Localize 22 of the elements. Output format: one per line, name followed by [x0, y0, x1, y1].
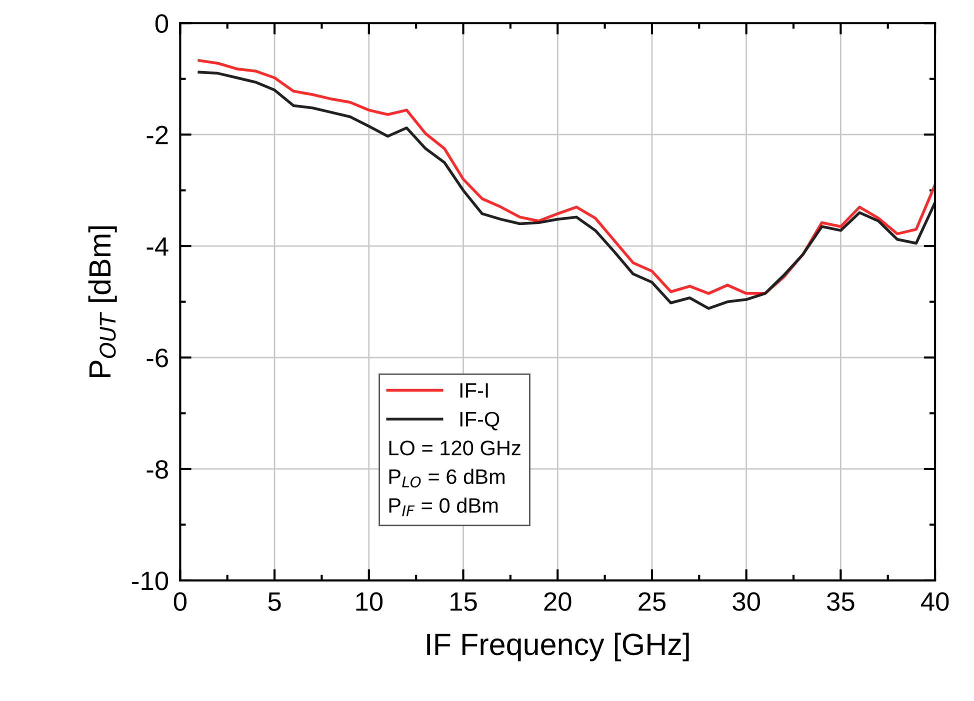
- x-tick-label: 15: [450, 592, 477, 611]
- legend-label: IF-Q: [460, 412, 500, 430]
- x-tick-label: 5: [268, 592, 281, 611]
- x-tick-label: 40: [920, 592, 949, 611]
- y-tick-label: -8: [146, 460, 168, 479]
- legend-label: IF-I: [460, 383, 488, 398]
- x-axis-title: IF Frequency [GHz]: [427, 632, 689, 662]
- y-tick-label: -2: [146, 126, 168, 144]
- annotation: LO = 120 GHz: [389, 440, 520, 456]
- annotation: P$_{IF}$ = 0 dBm: [389, 498, 498, 516]
- y-axis-title: P$_{OUT}$ [dBm]: [88, 226, 117, 378]
- y-tick-label: -10: [132, 572, 168, 590]
- x-tick-label: 30: [732, 592, 760, 611]
- x-tick-label: 0: [174, 592, 186, 611]
- annotation: P$_{LO}$ = 6 dBm: [389, 468, 504, 488]
- y-tick-label: -4: [146, 237, 168, 256]
- x-tick-label: 10: [356, 592, 383, 611]
- x-tick-label: 35: [827, 592, 854, 611]
- x-tick-label: 25: [638, 592, 666, 611]
- x-tick-label: 20: [544, 592, 572, 611]
- y-tick-label: -6: [146, 348, 168, 368]
- y-tick-label: 0: [155, 14, 168, 33]
